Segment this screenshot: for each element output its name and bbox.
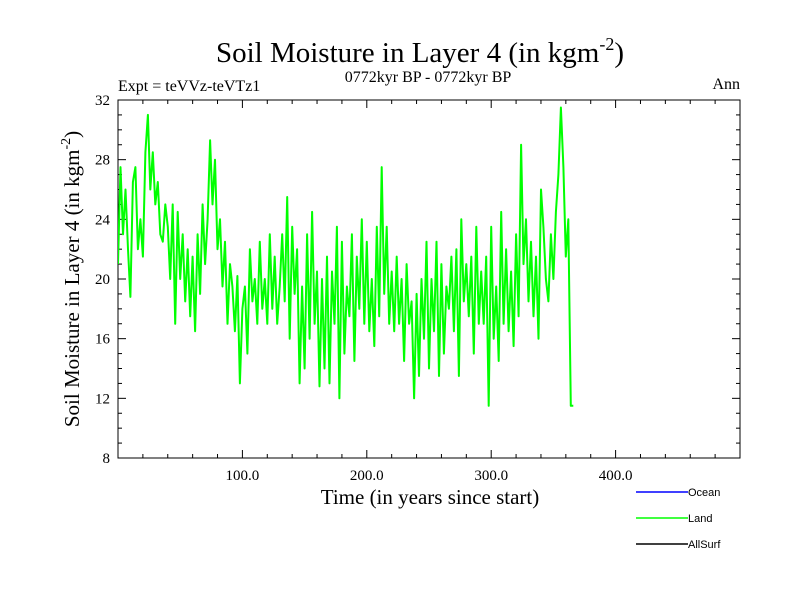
y-tick-label: 12: [95, 391, 110, 407]
plot-area: 8 12 16 20 24 28 32 100.0 200.0 300.0 400.0: [95, 93, 741, 484]
chart-subtitle: 0772kyr BP - 0772kyr BP: [345, 69, 512, 86]
x-tick-label: 200.0: [350, 468, 384, 484]
experiment-label: Expt = teVVz-teVTz1: [118, 78, 260, 95]
x-tick-label: 300.0: [474, 468, 508, 484]
y-tick-label: 8: [103, 451, 111, 467]
x-tick-label: 400.0: [599, 468, 633, 484]
y-tick-label: 28: [95, 153, 110, 169]
legend: Ocean Land AllSurf: [636, 487, 721, 551]
y-tick-label: 16: [95, 332, 111, 348]
y-axis-label: Soil Moisture in Layer 4 (in kgm-2): [59, 131, 84, 427]
period-label: Ann: [712, 76, 740, 93]
legend-label-ocean: Ocean: [688, 487, 720, 499]
x-axis-ticks: 100.0 200.0 300.0 400.0: [226, 100, 633, 484]
y-axis-ticks: 8 12 16 20 24 28 32: [95, 93, 740, 467]
chart-title: Soil Moisture in Layer 4 (in kgm-2): [216, 34, 624, 69]
legend-label-allsurf: AllSurf: [688, 539, 721, 551]
x-axis-label: Time (in years since start): [321, 485, 540, 509]
x-tick-label: 100.0: [226, 468, 260, 484]
minor-ticks: [118, 100, 740, 458]
series-group: [118, 106, 574, 407]
legend-label-land: Land: [688, 513, 712, 525]
y-tick-label: 20: [95, 272, 110, 288]
series-line-land: [118, 106, 574, 407]
y-tick-label: 24: [95, 212, 111, 228]
y-tick-label: 32: [95, 93, 110, 109]
